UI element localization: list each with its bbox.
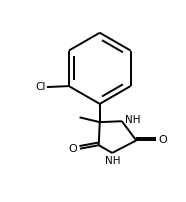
Text: O: O — [69, 144, 77, 155]
Text: NH: NH — [105, 156, 121, 166]
Text: O: O — [159, 135, 168, 145]
Text: NH: NH — [125, 115, 140, 125]
Text: Cl: Cl — [36, 82, 46, 92]
